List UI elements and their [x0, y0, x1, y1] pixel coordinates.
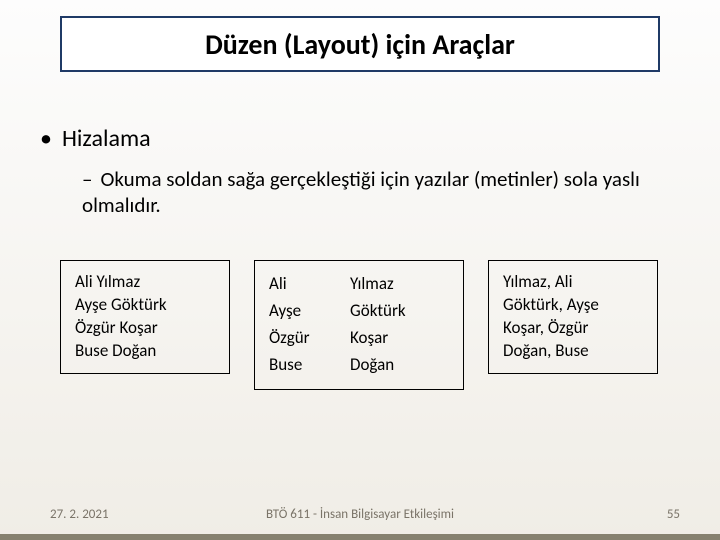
footer-page-number: 55	[667, 507, 680, 522]
last-name-cell: Yılmaz	[350, 271, 449, 298]
bullet-level-2: –Okuma soldan sağa gerçekleştiği için ya…	[82, 166, 680, 219]
box1-line: Buse Doğan	[75, 340, 215, 363]
bullet-dot-icon: •	[40, 124, 52, 153]
first-name-cell: Ayşe	[269, 298, 350, 325]
example-box-lastname-first: Yılmaz, Ali Göktürk, Ayşe Koşar, Özgür D…	[488, 260, 658, 374]
title-box: Düzen (Layout) için Araçlar	[60, 16, 660, 72]
box3-line: Koşar, Özgür	[503, 317, 643, 340]
slide-title: Düzen (Layout) için Araçlar	[205, 27, 515, 62]
last-name-cell: Göktürk	[350, 298, 449, 325]
last-name-cell: Koşar	[350, 325, 449, 352]
table-row: Buse Doğan	[269, 352, 449, 379]
bullet-2-text: Okuma soldan sağa gerçekleştiği için yaz…	[82, 166, 640, 218]
example-boxes-row: Ali Yılmaz Ayşe Göktürk Özgür Koşar Buse…	[60, 260, 680, 390]
example-box-single-column: Ali Yılmaz Ayşe Göktürk Özgür Koşar Buse…	[60, 260, 230, 374]
table-row: Ayşe Göktürk	[269, 298, 449, 325]
box1-line: Özgür Koşar	[75, 317, 215, 340]
box3-line: Doğan, Buse	[503, 340, 643, 363]
two-column-table: Ali Yılmaz Ayşe Göktürk Özgür Koşar Buse…	[269, 271, 449, 379]
bullet-level-1: • Hizalama	[40, 124, 151, 153]
last-name-cell: Doğan	[350, 352, 449, 379]
first-name-cell: Özgür	[269, 325, 350, 352]
table-row: Özgür Koşar	[269, 325, 449, 352]
table-row: Ali Yılmaz	[269, 271, 449, 298]
first-name-cell: Ali	[269, 271, 350, 298]
box1-line: Ali Yılmaz	[75, 271, 215, 294]
first-name-cell: Buse	[269, 352, 350, 379]
box3-line: Göktürk, Ayşe	[503, 294, 643, 317]
bullet-dash-icon: –	[82, 166, 92, 192]
bullet-1-text: Hizalama	[62, 124, 151, 153]
footer-course: BTÖ 611 - İnsan Bilgisayar Etkileşimi	[0, 507, 720, 522]
example-box-two-column: Ali Yılmaz Ayşe Göktürk Özgür Koşar Buse…	[254, 260, 464, 390]
box3-line: Yılmaz, Ali	[503, 271, 643, 294]
box1-line: Ayşe Göktürk	[75, 294, 215, 317]
bottom-accent-bar	[0, 534, 720, 540]
